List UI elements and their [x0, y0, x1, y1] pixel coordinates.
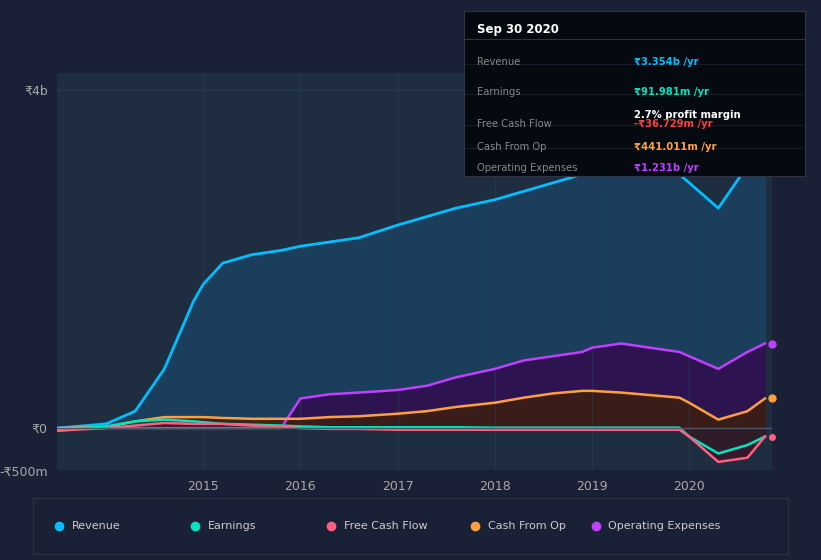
Text: Cash From Op: Cash From Op: [478, 142, 547, 152]
Text: Free Cash Flow: Free Cash Flow: [478, 119, 553, 129]
Text: Free Cash Flow: Free Cash Flow: [344, 521, 428, 531]
Text: ₹91.981m /yr: ₹91.981m /yr: [635, 87, 709, 97]
Text: Operating Expenses: Operating Expenses: [608, 521, 721, 531]
Text: ₹441.011m /yr: ₹441.011m /yr: [635, 142, 717, 152]
Text: -₹36.729m /yr: -₹36.729m /yr: [635, 119, 713, 129]
Text: Cash From Op: Cash From Op: [488, 521, 566, 531]
Text: 2.7% profit margin: 2.7% profit margin: [635, 110, 741, 120]
Text: ₹1.231b /yr: ₹1.231b /yr: [635, 163, 699, 173]
Text: Revenue: Revenue: [478, 58, 521, 67]
Text: Earnings: Earnings: [208, 521, 257, 531]
Text: Sep 30 2020: Sep 30 2020: [478, 23, 559, 36]
Text: Earnings: Earnings: [478, 87, 521, 97]
Text: ₹3.354b /yr: ₹3.354b /yr: [635, 58, 699, 67]
Text: Operating Expenses: Operating Expenses: [478, 163, 578, 173]
Text: Revenue: Revenue: [72, 521, 121, 531]
